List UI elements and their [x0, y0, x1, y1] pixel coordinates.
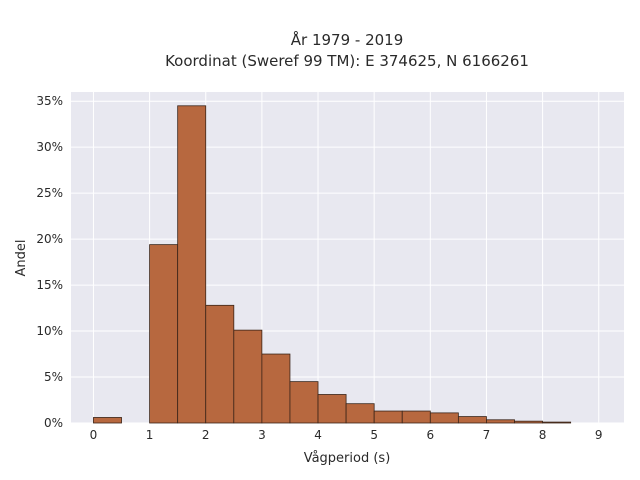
x-tick-label: 7: [483, 428, 491, 442]
histogram-bar-0: [93, 417, 122, 424]
histogram-bar-13: [457, 416, 487, 424]
x-tick-label: 4: [314, 428, 322, 442]
x-tick-label: 1: [146, 428, 154, 442]
histogram-bar-9: [345, 403, 375, 424]
histogram-bar-5: [233, 329, 263, 424]
bars: [93, 105, 572, 424]
x-tick-label: 0: [90, 428, 98, 442]
y-tick-label: 30%: [36, 140, 63, 154]
y-tick-labels: 0% 5% 10% 15% 20% 25% 30% 35%: [36, 94, 63, 430]
histogram-bar-12: [429, 412, 459, 424]
histogram-bar-10: [373, 410, 403, 424]
histogram-bar-11: [401, 410, 431, 424]
histogram-bar-2: [149, 244, 179, 424]
x-tick-label: 3: [258, 428, 266, 442]
histogram-bar-15: [514, 420, 543, 424]
x-tick-label: 2: [202, 428, 210, 442]
x-tick-label: 9: [595, 428, 603, 442]
chart-title-line-2: Koordinat (Sweref 99 TM): E 374625, N 61…: [165, 52, 529, 70]
histogram-bar-4: [205, 304, 235, 424]
y-axis-label: Andel: [14, 240, 29, 277]
x-tick-labels: 0 1 2 3 4 5 6 7 8 9: [90, 428, 603, 442]
y-tick-label: 10%: [36, 324, 63, 338]
histogram-bar-8: [317, 394, 347, 424]
histogram-bar-7: [289, 381, 319, 424]
y-tick-label: 0%: [44, 416, 63, 430]
y-tick-label: 25%: [36, 186, 63, 200]
histogram-bar-16: [542, 421, 572, 424]
x-axis-label: Vågperiod (s): [304, 451, 391, 466]
y-tick-label: 20%: [36, 232, 63, 246]
histogram-bar-6: [261, 353, 291, 424]
x-tick-label: 8: [539, 428, 547, 442]
y-tick-label: 15%: [36, 278, 63, 292]
y-tick-label: 5%: [44, 370, 63, 384]
chart-title-line-1: År 1979 - 2019: [291, 30, 404, 49]
x-tick-label: 6: [426, 428, 434, 442]
y-tick-label: 35%: [36, 94, 63, 108]
x-tick-label: 5: [370, 428, 378, 442]
histogram-bar-3: [177, 105, 207, 424]
histogram-bar-14: [486, 419, 515, 424]
